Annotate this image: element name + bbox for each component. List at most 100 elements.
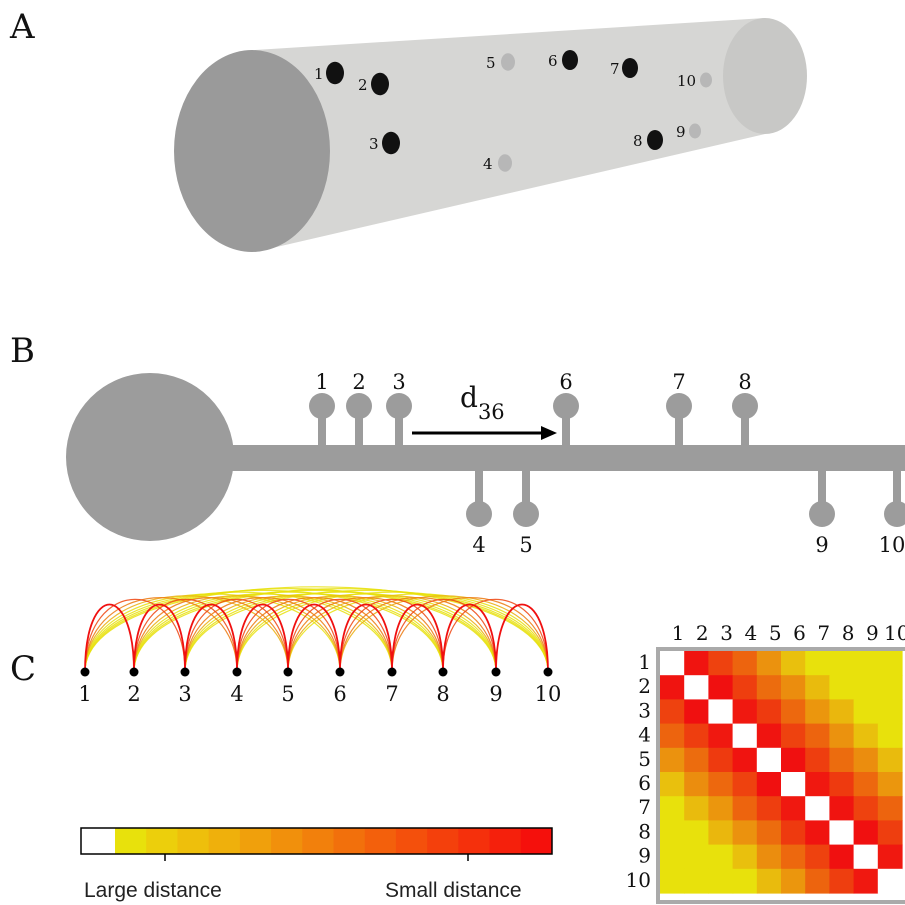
arc-edge-1-10 — [84, 586, 549, 673]
matrix-cell — [853, 796, 879, 821]
matrix-cell — [805, 699, 830, 725]
colorbar-left-label: Large distance — [84, 879, 222, 902]
matrix-cell — [853, 820, 879, 846]
arc-edge-6-8 — [339, 598, 444, 673]
arc-edge-2-3 — [133, 603, 186, 673]
matrix-cell — [732, 651, 758, 676]
arc-edge-1-5 — [84, 595, 289, 673]
matrix-cell — [684, 699, 709, 725]
distance-label-main: d — [460, 381, 478, 414]
matrix-row-label-3: 3 — [638, 698, 651, 722]
panel-label-a: A — [9, 7, 35, 47]
matrix-row-label-4: 4 — [638, 723, 651, 747]
dendrite-shaft — [225, 445, 905, 471]
matrix-cell — [708, 651, 734, 676]
spine-head-1 — [309, 393, 335, 419]
arc-node-label-9: 9 — [489, 682, 502, 706]
matrix-row-label-10: 10 — [626, 868, 651, 892]
matrix-cell — [805, 844, 830, 870]
matrix-row-label-9: 9 — [638, 844, 651, 868]
matrix-cell — [732, 820, 758, 846]
matrix-cell — [853, 844, 879, 870]
arc-edge-3-7 — [184, 595, 393, 673]
cylinder-spine-label-8: 8 — [633, 132, 643, 150]
spine-label-10: 10 — [879, 533, 905, 557]
colorbar-cell — [364, 828, 397, 854]
arc-node-3 — [180, 667, 190, 677]
matrix-col-label-6: 6 — [793, 621, 806, 645]
dendrite-spines: 1 2 3 6 7 84 5 9 10 — [309, 370, 905, 557]
arc-edge-1-6 — [84, 593, 341, 673]
arc-edge-1-2 — [84, 603, 135, 673]
matrix-cell — [781, 844, 806, 870]
spine-label-8: 8 — [738, 370, 751, 394]
spine-neck-7 — [675, 409, 683, 447]
matrix-cell — [829, 796, 855, 821]
arc-edge-4-7 — [236, 597, 393, 673]
arc-edge-5-8 — [287, 597, 444, 673]
matrix-cell — [756, 868, 782, 894]
soma — [66, 373, 234, 541]
matrix-cell — [805, 651, 830, 676]
arc-edge-4-10 — [236, 591, 549, 673]
matrix-cell — [877, 675, 903, 700]
spine-head-8 — [732, 393, 758, 419]
matrix-cell — [877, 796, 903, 821]
matrix-cell — [829, 772, 855, 797]
arc-node-10 — [543, 667, 553, 677]
matrix-col-label-3: 3 — [720, 621, 733, 645]
matrix-cell — [732, 747, 758, 773]
matrix-cell — [660, 699, 685, 725]
matrix-cell — [805, 675, 830, 700]
matrix-cell — [732, 699, 758, 725]
matrix-row-label-8: 8 — [638, 819, 651, 843]
cylinder-spine-4 — [498, 154, 512, 172]
matrix-cell — [756, 820, 782, 846]
arc-edge-2-9 — [133, 589, 497, 673]
cylinder-spine-label-6: 6 — [548, 52, 558, 70]
colorbar-cell — [489, 828, 522, 854]
matrix-cell — [853, 699, 879, 725]
arc-graph: 1 2 3 4 5 6 7 8 9 10 — [78, 586, 561, 706]
spine-neck-9 — [818, 469, 826, 509]
matrix-cell — [829, 723, 855, 749]
matrix-cell — [877, 820, 903, 846]
matrix-cell — [805, 868, 830, 894]
cylinder-spine-1 — [326, 61, 344, 85]
cylinder-spine-label-1: 1 — [314, 65, 324, 83]
arc-edges — [84, 586, 549, 673]
arc-edge-1-3 — [84, 598, 186, 673]
matrix-col-label-2: 2 — [696, 621, 709, 645]
matrix-cell — [853, 723, 879, 749]
colorbar-cell — [427, 828, 459, 854]
matrix-cell — [708, 844, 734, 870]
arc-node-label-5: 5 — [281, 682, 294, 706]
cylinder-spine-9 — [689, 123, 701, 139]
matrix-cell — [756, 772, 782, 797]
matrix-cell — [684, 820, 709, 846]
matrix-cell — [660, 651, 685, 676]
matrix-cell — [877, 747, 903, 773]
matrix-cell — [781, 651, 806, 676]
spine-label-2: 2 — [352, 370, 365, 394]
matrix-cell — [684, 723, 709, 749]
arc-edge-4-8 — [236, 595, 444, 673]
spine-neck-2 — [355, 409, 363, 447]
matrix-cell — [660, 868, 685, 894]
colorbar-cell — [146, 828, 178, 854]
arc-node-label-3: 3 — [178, 682, 191, 706]
colorbar-frame — [80, 827, 553, 855]
cylinder-spine-label-9: 9 — [676, 123, 686, 141]
matrix-cell — [853, 675, 879, 700]
panel-label-b: B — [10, 331, 35, 371]
cylinder-spine-10 — [700, 72, 712, 88]
spine-neck-6 — [562, 409, 570, 447]
colorbar-cell — [208, 828, 241, 854]
distance-arrow-head — [541, 426, 557, 440]
cylinder-spine-label-5: 5 — [486, 54, 496, 72]
arc-edge-5-9 — [287, 595, 497, 673]
arc-edge-6-9 — [339, 597, 497, 673]
arc-node-label-6: 6 — [333, 682, 346, 706]
matrix-cell — [732, 772, 758, 797]
dendrite-diagram: 1 2 3 6 7 84 5 9 10 d36 — [66, 370, 905, 557]
